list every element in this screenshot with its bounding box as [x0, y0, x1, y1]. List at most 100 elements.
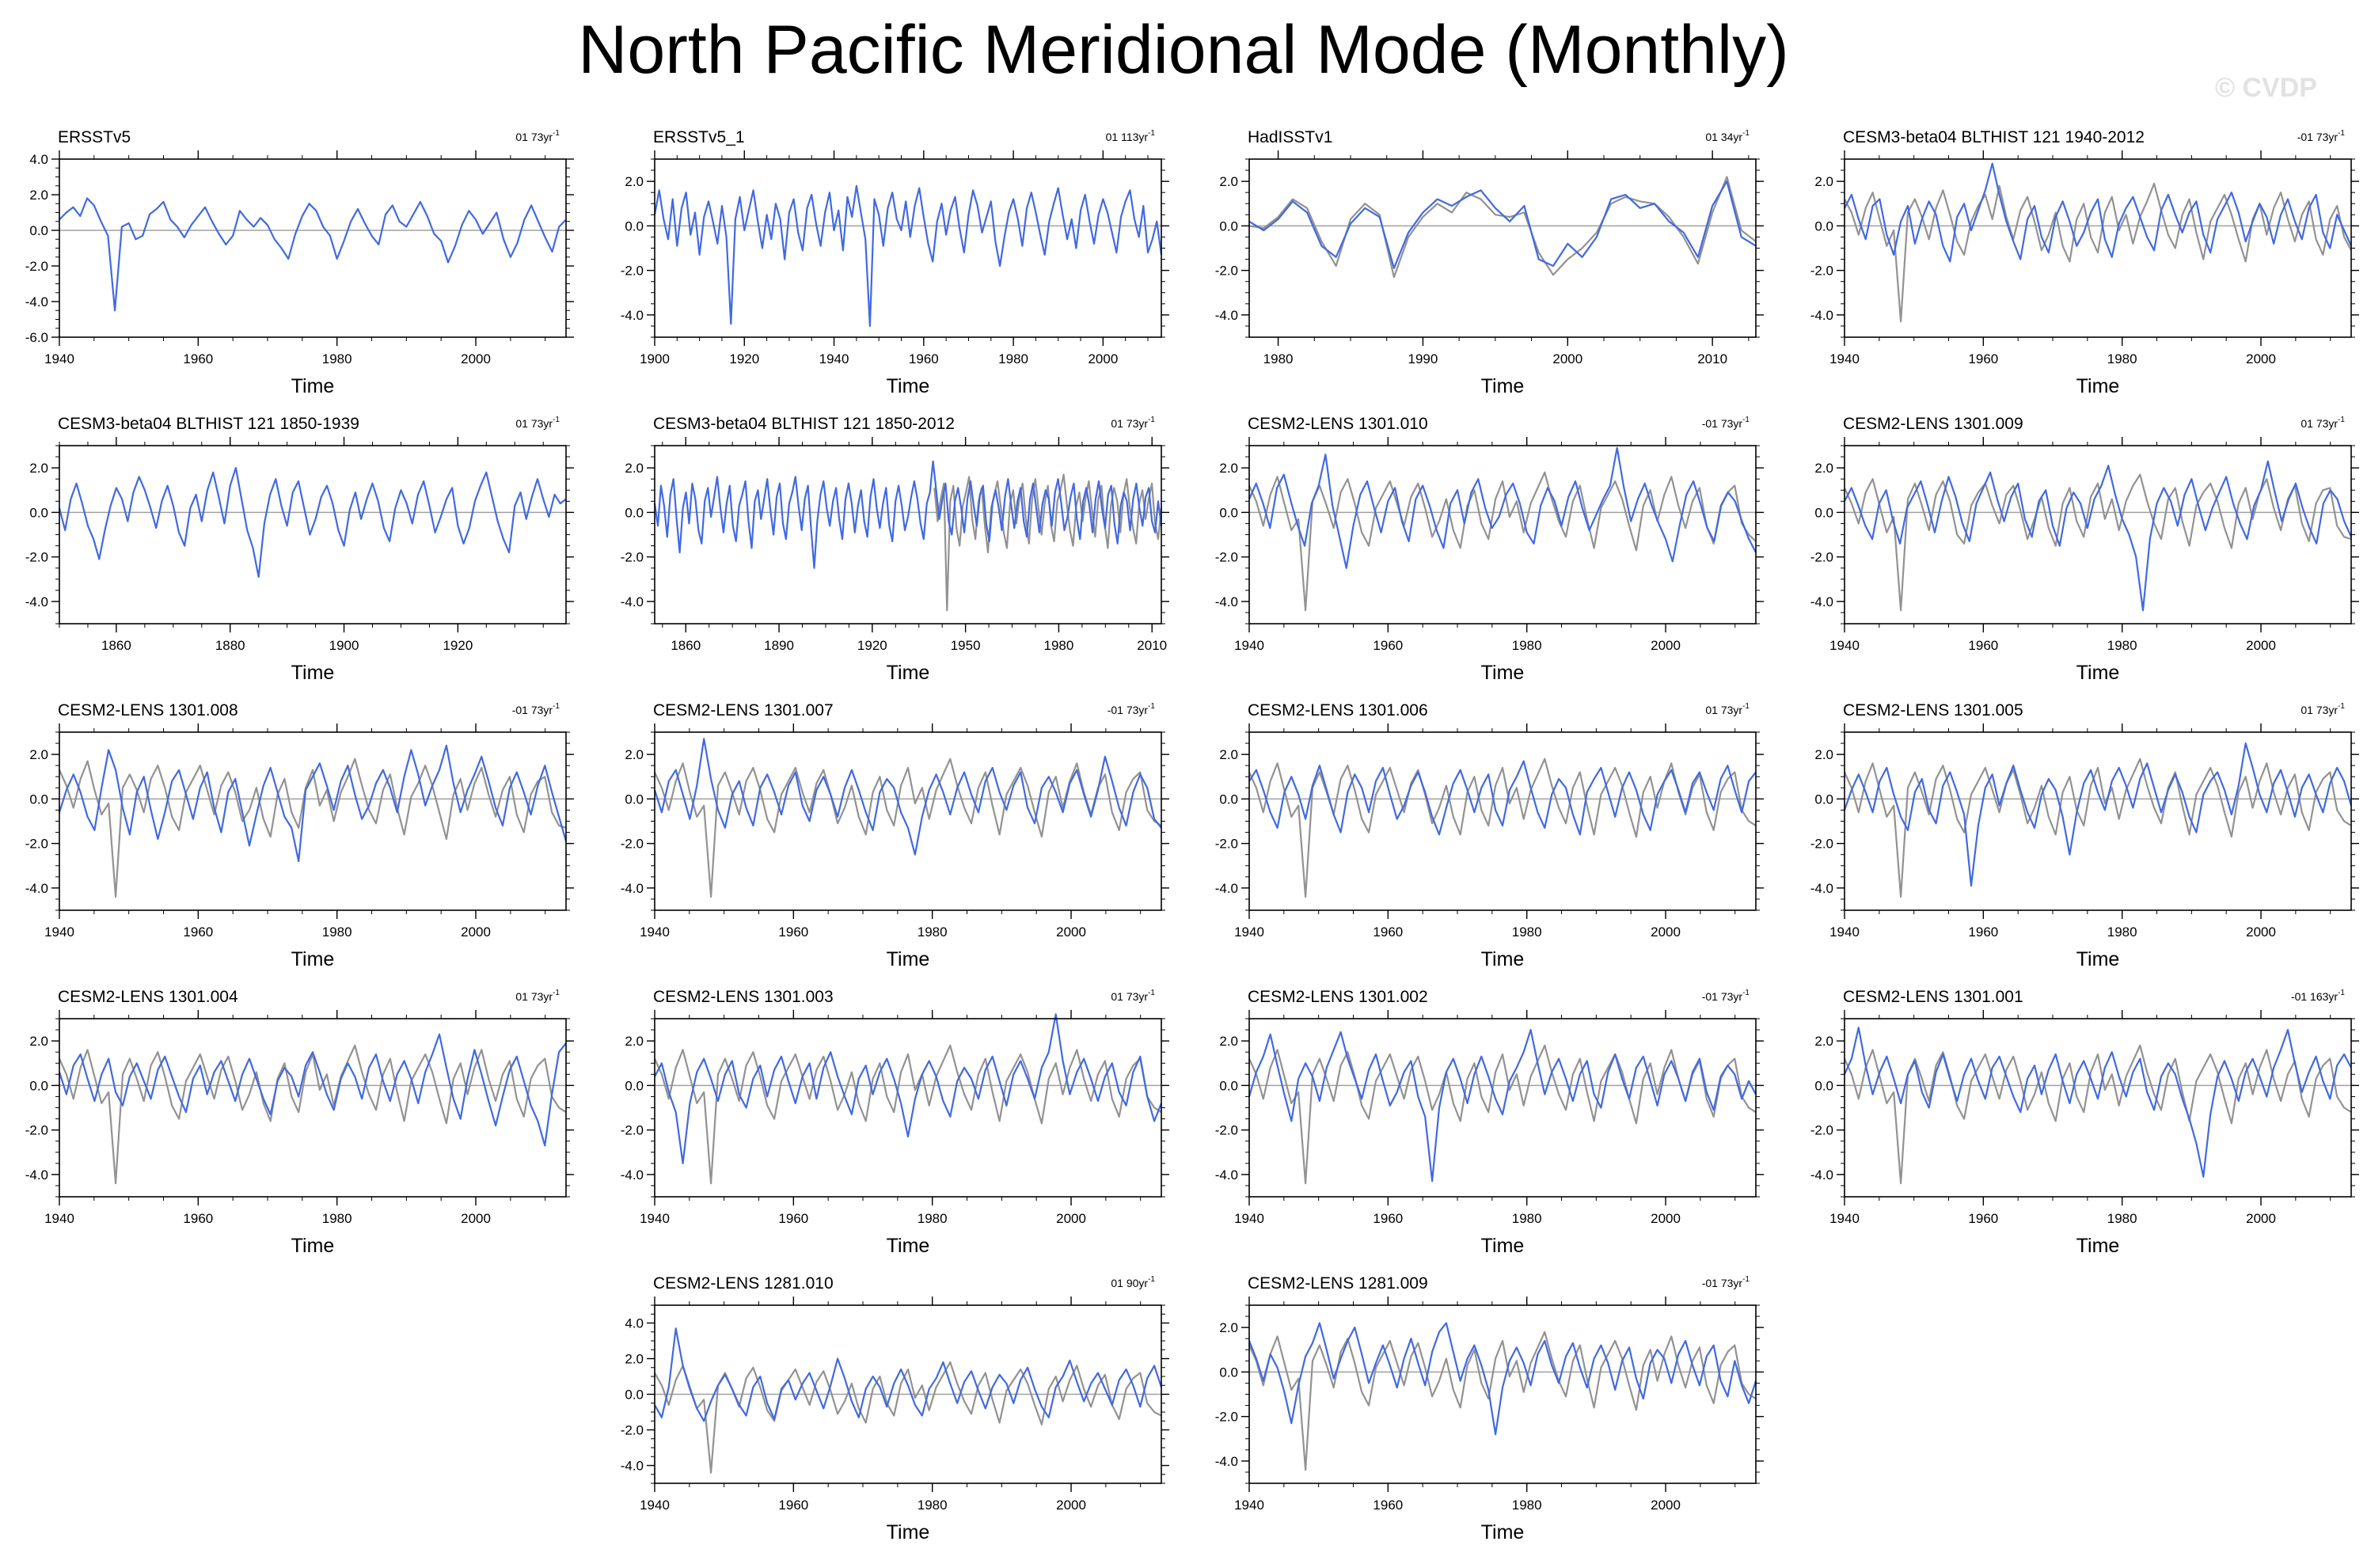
- series-line-model: [654, 1013, 1163, 1164]
- panel-5: -4.0 -2.0 0.0 2.0 1860 1880 1900 1920 Time CESM3-…: [25, 415, 574, 684]
- x-tick-label: 2000: [1651, 1211, 1681, 1226]
- x-tick-label: 2000: [2246, 924, 2276, 940]
- panel-annotation: 01 73yr-1: [2301, 702, 2345, 716]
- x-axis-label: Time: [887, 948, 930, 970]
- panel-title: CESM2-LENS 1301.001: [1843, 988, 2023, 1006]
- y-tick-label: -2.0: [621, 550, 644, 565]
- series-line-model: [1844, 460, 2353, 612]
- panel-annotation: -01 73yr-1: [1702, 416, 1750, 430]
- series-line-model: [1248, 180, 1757, 269]
- y-tick-label: 2.0: [625, 1034, 644, 1049]
- x-tick-label: 1940: [1234, 638, 1264, 653]
- x-tick-label: 2000: [1056, 1211, 1086, 1226]
- x-tick-label: 1980: [1512, 924, 1542, 940]
- y-tick-label: 2.0: [1814, 461, 1833, 476]
- y-tick-label: -2.0: [621, 837, 644, 852]
- panel-title: CESM2-LENS 1281.010: [653, 1274, 834, 1293]
- panel-title: CESM2-LENS 1301.009: [1843, 415, 2023, 433]
- x-tick-label: 2000: [2246, 1211, 2276, 1226]
- y-tick-label: -2.0: [1215, 1410, 1238, 1425]
- y-tick-label: -2.0: [1810, 550, 1833, 565]
- y-tick-label: -2.0: [1215, 550, 1238, 565]
- series-line-model: [59, 197, 567, 312]
- panel-6: -4.0 -2.0 0.0 2.0 1860 1890 1920 1950 1980 2010 Ti…: [621, 415, 1169, 684]
- panel-title: HadISSTv1: [1248, 128, 1332, 146]
- plot-frame: [1844, 731, 2352, 911]
- y-tick-label: 0.0: [1814, 505, 1833, 520]
- y-tick-label: 0.0: [1814, 1078, 1833, 1093]
- x-tick-label: 1980: [1263, 351, 1294, 366]
- plot-frame: [1844, 1018, 2352, 1198]
- panel-title: CESM2-LENS 1301.010: [1248, 415, 1428, 433]
- x-tick-label: 1960: [1968, 924, 1998, 940]
- x-tick-label: 1940: [1234, 1498, 1264, 1513]
- x-tick-label: 1980: [2107, 351, 2137, 366]
- x-tick-label: 1980: [2107, 638, 2137, 653]
- x-axis-label: Time: [2076, 1235, 2120, 1257]
- x-tick-label: 2000: [1552, 351, 1582, 366]
- series-line-model: [1248, 446, 1757, 569]
- x-axis-label: Time: [291, 1235, 335, 1257]
- plot-frame: [1248, 445, 1757, 625]
- y-tick-label: -6.0: [25, 330, 48, 345]
- y-tick-label: -4.0: [621, 881, 644, 896]
- x-axis-label: Time: [887, 662, 930, 684]
- x-tick-label: 1940: [819, 351, 849, 366]
- x-tick-label: 1980: [918, 924, 948, 940]
- series-line-model: [1248, 1322, 1757, 1436]
- y-tick-label: 2.0: [29, 1034, 48, 1049]
- y-tick-label: 4.0: [625, 1316, 644, 1331]
- x-tick-label: 2010: [1697, 351, 1727, 366]
- x-tick-label: 1960: [1968, 1211, 1998, 1226]
- x-tick-label: 1940: [640, 1211, 670, 1226]
- x-axis-label: Time: [887, 1521, 930, 1543]
- panel-annotation: -01 73yr-1: [1108, 702, 1156, 716]
- y-tick-label: -4.0: [1215, 881, 1238, 896]
- series-line-model: [58, 1033, 567, 1147]
- y-tick-label: 0.0: [625, 1078, 644, 1093]
- x-tick-label: 1960: [1373, 638, 1403, 653]
- y-tick-label: 0.0: [625, 792, 644, 807]
- x-tick-label: 1940: [1829, 351, 1860, 366]
- panel-10: -4.0 -2.0 0.0 2.0 1940 1960 1980 2000 Time CESM2-…: [621, 701, 1169, 970]
- y-tick-label: -2.0: [25, 837, 48, 852]
- plot-frame: [59, 445, 567, 625]
- x-axis-label: Time: [291, 375, 335, 397]
- series-line-model: [653, 460, 1163, 569]
- panel-annotation: -01 163yr-1: [2291, 989, 2345, 1003]
- series-line-observed: [1843, 473, 2352, 612]
- y-tick-label: 0.0: [29, 505, 48, 520]
- x-tick-label: 1980: [322, 351, 352, 366]
- panel-annotation: -01 73yr-1: [1702, 989, 1750, 1003]
- x-tick-label: 1860: [101, 638, 131, 653]
- x-tick-label: 1940: [44, 924, 74, 940]
- panel-annotation: 01 73yr-1: [515, 416, 560, 430]
- plot-frame: [654, 1018, 1162, 1198]
- y-tick-label: 0.0: [29, 1078, 48, 1093]
- y-tick-label: 2.0: [29, 188, 48, 203]
- series-line-model: [1248, 760, 1757, 836]
- y-tick-label: 0.0: [29, 223, 48, 238]
- x-axis-label: Time: [887, 375, 930, 397]
- y-tick-label: -2.0: [1810, 1123, 1833, 1138]
- panel-annotation: 01 90yr-1: [1111, 1275, 1155, 1289]
- series-line-model: [653, 184, 1163, 327]
- x-axis-label: Time: [1481, 375, 1525, 397]
- panel-12: -4.0 -2.0 0.0 2.0 1940 1960 1980 2000 Time CESM2-…: [1810, 701, 2359, 970]
- y-tick-label: 2.0: [1219, 1034, 1238, 1049]
- x-tick-label: 1960: [183, 351, 213, 366]
- panel-1: -6.0 -4.0 -2.0 0.0 2.0 4.0 1940 1960 1980 2000 Tim…: [25, 128, 574, 397]
- x-tick-label: 1960: [778, 924, 808, 940]
- series-line-observed: [653, 757, 1162, 898]
- y-tick-label: 0.0: [29, 792, 48, 807]
- y-tick-label: -2.0: [621, 1123, 644, 1138]
- y-tick-label: 2.0: [625, 174, 644, 189]
- panel-7: -4.0 -2.0 0.0 2.0 1940 1960 1980 2000 Time CESM2-…: [1215, 415, 1764, 684]
- y-tick-label: -2.0: [1215, 264, 1238, 279]
- y-tick-label: 2.0: [1814, 174, 1833, 189]
- y-tick-label: 0.0: [1814, 218, 1833, 233]
- y-tick-label: 4.0: [29, 152, 48, 167]
- x-tick-label: 2010: [1137, 638, 1167, 653]
- panel-4: -4.0 -2.0 0.0 2.0 1940 1960 1980 2000 Time CESM3-…: [1810, 128, 2359, 397]
- y-tick-label: 0.0: [1219, 792, 1238, 807]
